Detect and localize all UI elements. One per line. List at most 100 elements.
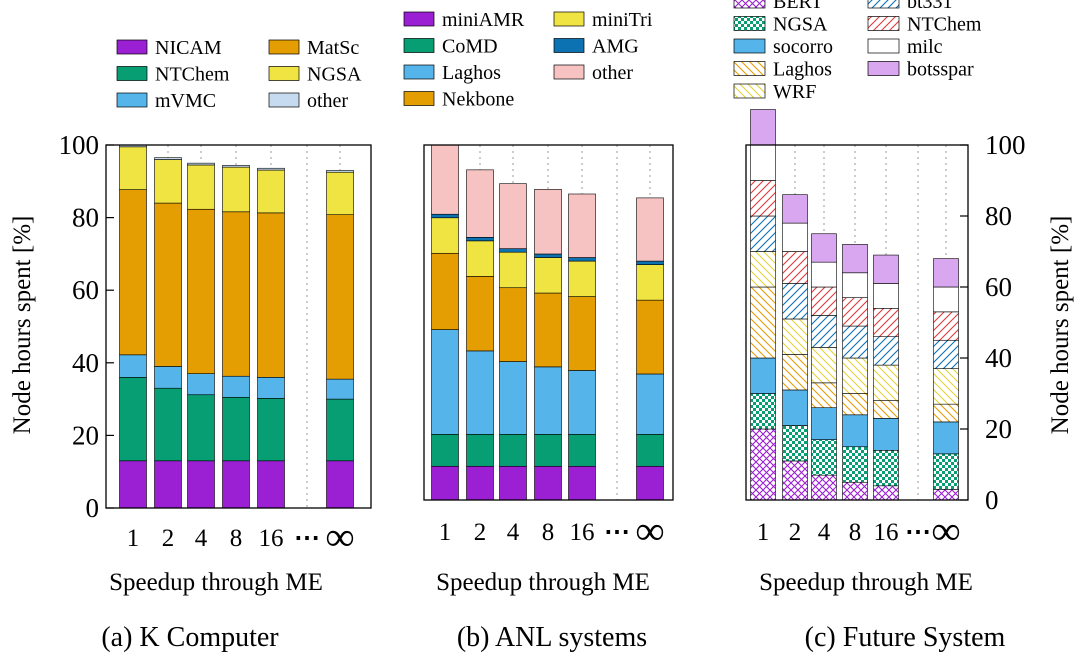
y-tick-label: 100 — [59, 130, 100, 160]
bar-segment-laghos-8 — [842, 393, 868, 416]
legend-swatch-ntchem — [867, 16, 900, 31]
bar-segment-ngsa-inf — [326, 171, 354, 215]
legend-swatch-minitri — [553, 11, 585, 27]
bar-segment-matsc-2 — [154, 202, 182, 367]
x-tick-label: 8 — [542, 519, 555, 546]
bar-segment-milc-2 — [782, 222, 808, 252]
bar-segment-bt331-8 — [842, 325, 868, 359]
bar-segment-other-4 — [187, 162, 215, 166]
bar-segment-ntchem-inf — [326, 398, 354, 462]
legend-label-other: other — [592, 62, 633, 84]
axes: 1 2 4 8 16 ∞⋯ — [423, 144, 674, 553]
legend-label-comd: CoMD — [442, 36, 498, 58]
bar-segment-laghos-1 — [750, 286, 776, 359]
y-tick-label: 20 — [985, 414, 1012, 444]
bar-segment-ntchem-4 — [187, 394, 215, 462]
bar-segment-matsc-16 — [257, 212, 285, 378]
bar-segment-other-8 — [222, 165, 250, 168]
bar-segment-laghos-16 — [873, 400, 899, 419]
y-tick-label: 40 — [72, 348, 99, 378]
bar-segment-minitri-4 — [499, 251, 527, 289]
bar-segment-mvmc-1 — [119, 354, 147, 378]
bars — [431, 144, 664, 501]
panel-caption: (b) ANL systems — [457, 622, 647, 653]
bar-segment-amg-2 — [466, 237, 494, 242]
x-tick-label: ∞ — [636, 508, 665, 553]
x-axis-ellipsis: ⋯ — [905, 517, 931, 546]
legend-swatch-nekbone — [403, 91, 435, 106]
bar-segment-matsc-inf — [326, 214, 354, 380]
legend-label-laghos: Laghos — [442, 62, 501, 84]
bar-segment-wrf-2 — [782, 318, 808, 355]
bar-segment-botsspar-inf — [933, 258, 959, 288]
legend-label-ntchem: NTChem — [907, 14, 982, 36]
x-tick-label: 1 — [439, 519, 452, 546]
legend-swatch-comd — [403, 38, 435, 53]
axes: 0 20 40 60 80 100 1 2 4 8 16 ∞⋯ — [745, 130, 1026, 553]
bar-segment-ngsa-2 — [154, 159, 182, 204]
bar-segment-ngsa-16 — [257, 169, 285, 214]
y-tick-label: 60 — [72, 275, 99, 305]
bar-segment-laghos-inf — [933, 403, 959, 423]
x-axis-label: Speedup through ME — [109, 569, 323, 596]
y-tick-label: 20 — [72, 420, 99, 450]
bar-segment-socorro-4 — [811, 407, 837, 440]
bar-segment-botsspar-8 — [842, 244, 868, 274]
x-tick-label: 16 — [259, 525, 284, 552]
y-tick-label: 0 — [86, 493, 100, 523]
legend-swatch-matsc — [268, 39, 300, 55]
bar-segment-ntchem-1 — [119, 377, 147, 462]
bar-segment-ntchem-2 — [782, 251, 808, 284]
legend-swatch-other — [553, 64, 585, 80]
legend-label-other: other — [307, 90, 348, 112]
bar-segment-amg-16 — [568, 257, 596, 262]
x-tick-label: 4 — [507, 519, 520, 546]
legend-label-ntchem: NTChem — [155, 64, 230, 86]
bar-segment-laghos-4 — [811, 382, 837, 409]
y-tick-label: 80 — [985, 201, 1012, 231]
bar-segment-minitri-16 — [568, 260, 596, 297]
bars — [750, 109, 959, 501]
bar-segment-bert-2 — [782, 460, 808, 501]
bar-segment-ngsa-4 — [811, 439, 837, 476]
bar-segment-bert-8 — [842, 481, 868, 501]
bar-segment-socorro-8 — [842, 414, 868, 448]
x-tick-label: 16 — [570, 519, 595, 546]
bar-segment-bt331-4 — [811, 315, 837, 348]
bar-segment-socorro-inf — [933, 421, 959, 455]
x-tick-label: 16 — [874, 519, 899, 546]
bar-segment-botsspar-1 — [750, 109, 776, 146]
legend-label-socorro: socorro — [773, 36, 833, 58]
legend-label-milc: milc — [907, 36, 943, 58]
x-tick-label: 2 — [789, 519, 802, 546]
bar-segment-other-inf — [636, 197, 664, 262]
bar-segment-laghos-8 — [534, 366, 562, 435]
bar-segment-nekbone-16 — [568, 296, 596, 371]
bar-segment-wrf-16 — [873, 364, 899, 401]
bar-segment-socorro-1 — [750, 357, 776, 394]
legend-label-botsspar: botsspar — [907, 59, 974, 81]
bar-segment-ngsa-16 — [873, 449, 899, 487]
bar-segment-comd-inf — [636, 434, 664, 467]
y-tick-label: 100 — [985, 130, 1026, 160]
axes: 0 20 40 60 80 100 1 2 4 8 16 ∞⋯ — [59, 130, 372, 559]
bar-segment-bt331-1 — [750, 215, 776, 252]
bar-segment-other-2 — [154, 157, 182, 160]
bar-segment-amg-inf — [636, 260, 664, 265]
bar-segment-nicam-inf — [326, 460, 354, 509]
bar-segment-comd-8 — [534, 434, 562, 467]
legend-label-laghos: Laghos — [773, 59, 832, 81]
legend-swatch-ngsa — [268, 66, 300, 81]
bar-segment-ntchem-2 — [154, 387, 182, 462]
bar-segment-other-8 — [534, 189, 562, 255]
bar-segment-wrf-4 — [811, 347, 837, 384]
legend-swatch-wrf — [733, 83, 766, 99]
bar-segment-botsspar-2 — [782, 194, 808, 224]
plot-frame — [745, 144, 969, 501]
bar-segment-minitri-inf — [636, 264, 664, 301]
legend-swatch-socorro — [733, 38, 766, 54]
x-axis-label: Speedup through ME — [436, 569, 650, 596]
bar-segment-nicam-8 — [222, 460, 250, 509]
bar-segment-other-4 — [499, 183, 527, 249]
y-tick-label: 40 — [985, 343, 1012, 373]
